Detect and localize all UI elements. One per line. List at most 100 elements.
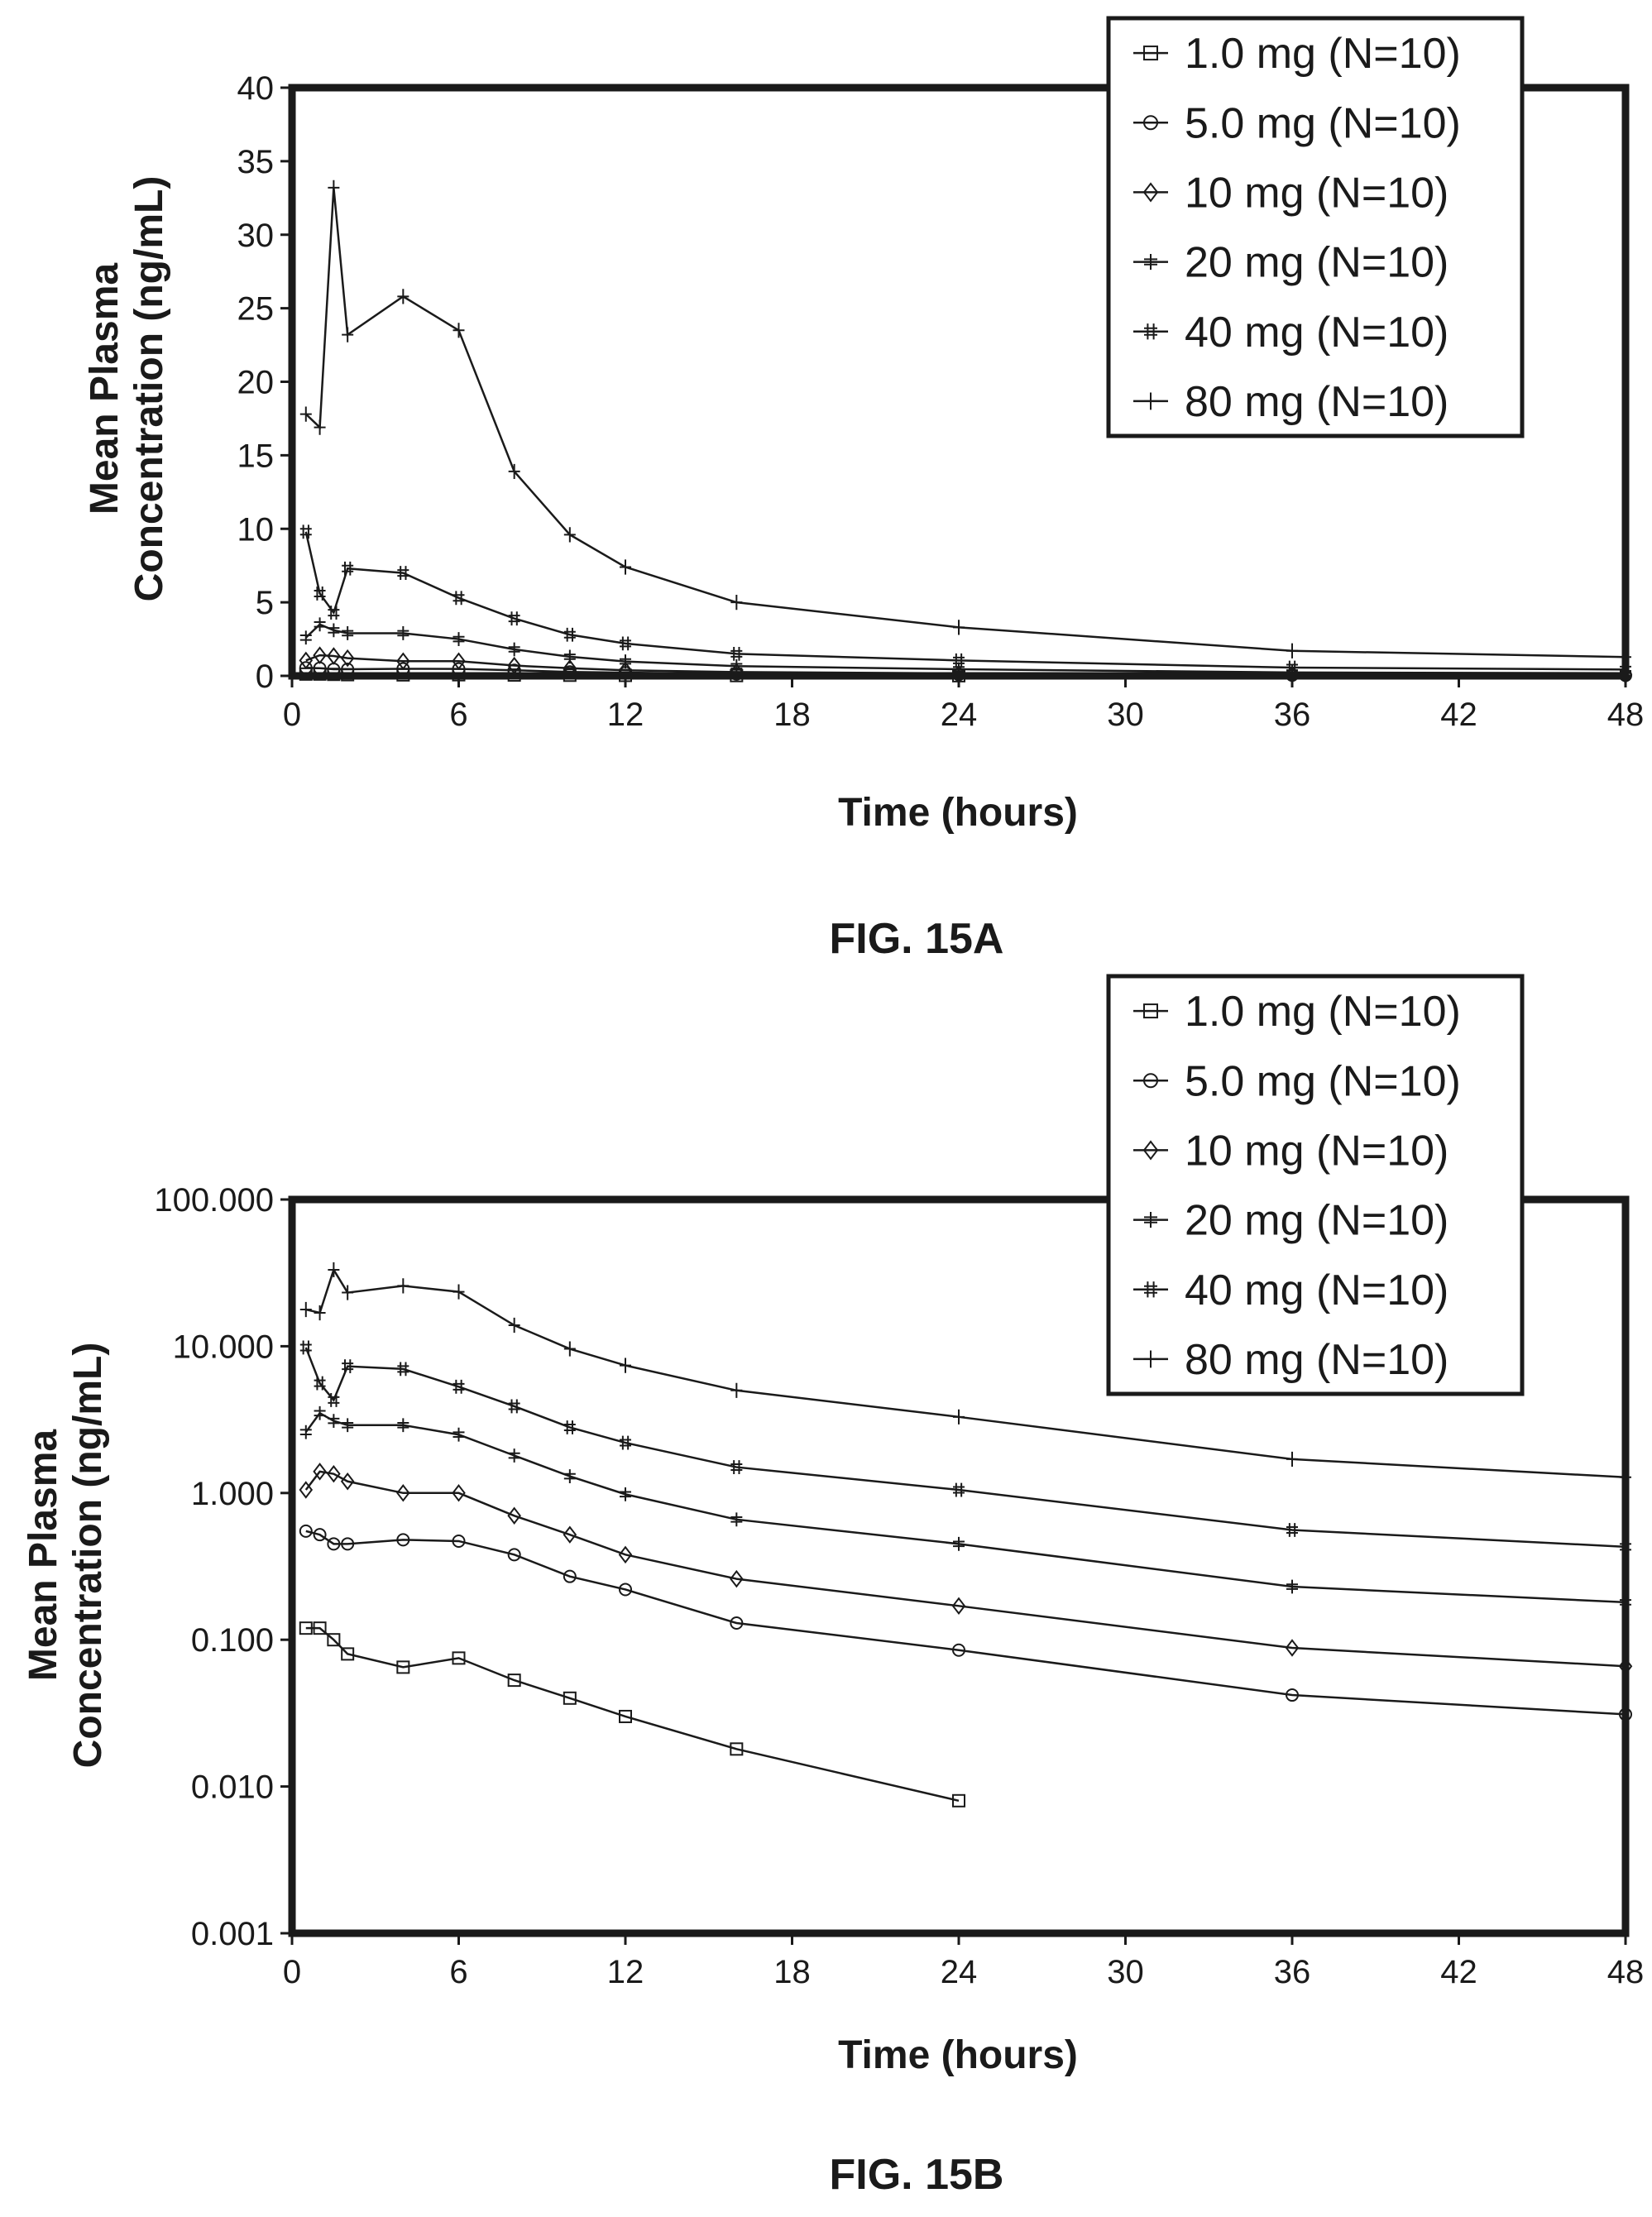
chart-15b-x-tick-label: 12 [607,1954,644,1990]
chart-15a-legend-entry: 80 mg (N=10) [1133,378,1448,426]
chart-15b-data-point [313,1621,327,1635]
chart-15b-data-point [620,1487,631,1501]
chart-15b-data-point [563,1691,577,1705]
chart-15b-data-point [508,1317,520,1334]
chart-15b-series-circle [299,1524,1632,1721]
chart-15a-data-point [340,649,355,668]
chart-15b-data-point [299,1524,313,1538]
chart-15a: 0 6 12 18 24 30 36 42 48 0 5 10 15 20 25 30 35 40 Mean Pl… [83,16,1645,963]
chart-15a-legend-entry: 20 mg (N=10) [1133,239,1448,287]
chart-15a-legend-entry: 1.0 mg (N=10) [1133,30,1461,78]
chart-15b-series-line [304,1347,1626,1549]
chart-15b-series-line [305,1530,1626,1716]
chart-15a-data-point [730,595,743,611]
chart-15a-data-point [342,626,354,640]
chart-15b-data-point [563,1341,576,1357]
chart-15b-data-point [619,1583,632,1597]
chart-15a-data-point [508,642,520,657]
chart-15a-x-tick-label: 18 [773,697,811,733]
chart-15a-data-point [342,327,354,342]
chart-15b-data-point [452,1534,466,1548]
chart-15b-series-line [305,1626,960,1803]
chart-15a-y-tick-label: 5 [256,585,274,621]
chart-15a-x-tick-label: 42 [1440,697,1477,733]
chart-15a-x-tick-label: 24 [941,697,978,733]
chart-15b-y-tick-label: 0.001 [191,1916,274,1952]
chart-15b: 0 6 12 18 24 30 36 42 48 0.001 0.010 0.100 1.000 10.0… [22,974,1644,2199]
chart-15b-data-point [508,1448,520,1463]
chart-15a-data-point [730,646,743,661]
chart-15b-data-point [328,1393,340,1407]
chart-15b-legend-entry: 20 mg (N=10) [1133,1197,1448,1245]
chart-15a-data-point [1286,660,1298,675]
chart-15b-legend-box [1106,974,1525,1396]
chart-15b-data-point [953,1536,965,1551]
chart-15b-data-point [452,1484,466,1502]
chart-15a-series-hash [299,524,1631,677]
chart-15b-data-point [618,1545,633,1564]
chart-15b-data-point [619,1709,632,1723]
chart-15a-legend-marker [1143,45,1158,61]
chart-15b-data-point [396,1533,410,1547]
chart-15b-legend: 1.0 mg (N=10) 5.0 mg (N=10) 10 mg (N=10) 20… [1106,974,1525,1396]
chart-15b-data-point [299,1340,312,1355]
chart-15a-legend-entry: 5.0 mg (N=10) [1133,99,1461,147]
chart-15a-x-tick-label: 30 [1107,697,1144,733]
chart-15a-x-tick-label: 6 [449,697,467,733]
chart-15a-x-tick-label: 48 [1607,697,1645,733]
chart-15b-data-point [314,1305,326,1321]
chart-15b-y-axis-title-line1: Mean Plasma [22,1429,65,1681]
chart-15a-data-point [730,658,743,673]
chart-15a-legend-entry: 40 mg (N=10) [1133,309,1448,357]
chart-15a-data-point [328,180,340,195]
chart-15a-y-tick-label: 40 [237,70,275,107]
chart-15b-legend-label: 40 mg (N=10) [1185,1267,1448,1314]
chart-15a-figure-caption: FIG. 15A [830,915,1004,963]
chart-15b-data-point [313,1463,327,1481]
chart-15b-legend-entry: 1.0 mg (N=10) [1133,988,1461,1036]
chart-15a-data-point [328,606,340,620]
chart-15b-legend-entry: 80 mg (N=10) [1133,1336,1448,1384]
chart-15b-data-point [453,1379,465,1394]
chart-15b-data-point [328,1414,340,1429]
chart-15b-legend-marker [1143,1073,1158,1089]
chart-15b-series-line [304,1411,1626,1604]
chart-15b-x-axis-title: Time (hours) [838,2033,1078,2077]
chart-15a-legend-label: 20 mg (N=10) [1185,239,1448,287]
chart-15a-data-point [563,627,576,642]
chart-15b-data-point [1285,1639,1300,1657]
chart-15b-x-tick-label: 36 [1274,1954,1311,1990]
chart-15a-data-point [563,527,576,543]
chart-15b-data-point [730,1742,744,1756]
chart-15b-data-point [453,1427,465,1442]
chart-15b-y-tick-label: 1.000 [191,1476,274,1512]
chart-15a-legend-marker [1142,182,1159,203]
chart-15b-data-point [1286,1523,1298,1537]
chart-15a-y-tick-label: 35 [237,144,275,180]
chart-15a-legend-marker [1144,253,1157,271]
chart-15a-y-tick-label: 10 [237,511,275,548]
chart-15b-data-point [328,1262,340,1278]
chart-15b-data-point [340,1472,355,1491]
chart-15b-data-point [452,1651,466,1665]
chart-15b-legend-entry: 5.0 mg (N=10) [1133,1057,1461,1105]
chart-15b-data-point [563,1569,577,1583]
chart-15b-series-square [299,1621,965,1808]
chart-15a-data-point [453,323,465,338]
chart-15b-data-point [397,1278,409,1294]
chart-15a-legend-label: 80 mg (N=10) [1185,378,1448,426]
chart-15a-data-point [453,591,465,606]
chart-15a-data-point [299,630,312,645]
chart-15b-data-point [396,1660,410,1674]
chart-15b-data-point [952,1643,965,1657]
chart-15a-data-point [397,626,409,640]
chart-15b-x-tick-label: 24 [941,1954,978,1990]
chart-15a-x-tick-label: 12 [607,697,644,733]
chart-15a-x-axis-title: Time (hours) [838,791,1078,835]
chart-15b-data-point [1286,1579,1298,1594]
chart-15b-y-tick-label: 100.000 [154,1182,274,1219]
chart-15b-legend-marker [1144,1281,1157,1298]
chart-15b-data-point [563,1469,576,1483]
chart-15a-legend-marker [1144,392,1157,410]
chart-15b-data-point [507,1674,521,1688]
